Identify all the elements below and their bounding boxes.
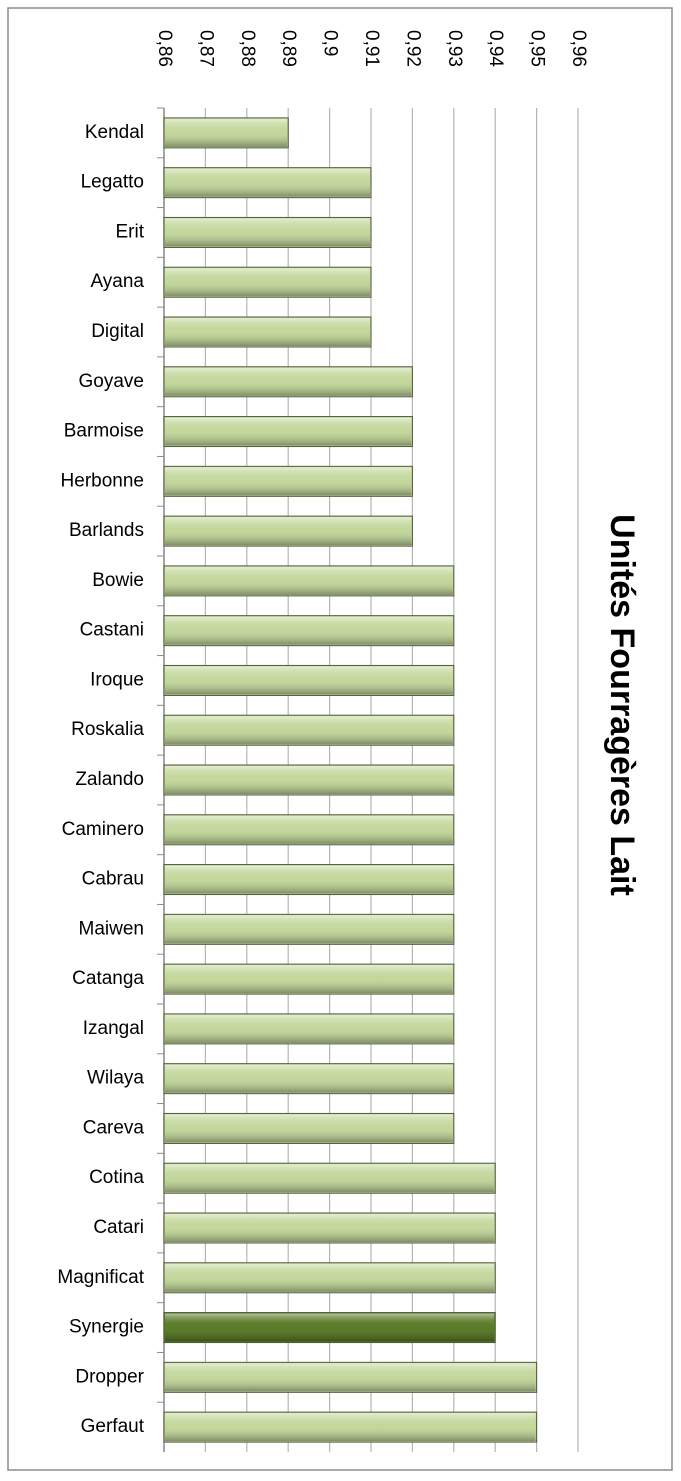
bar-shine	[165, 1014, 453, 1043]
bar-group	[163, 764, 455, 796]
y-tick-label: Digital	[91, 321, 144, 342]
y-tick-label: Erit	[116, 221, 145, 242]
bar-shine	[165, 1313, 495, 1342]
y-tick-label: Barmoise	[64, 421, 144, 442]
y-tick-label: Maiwen	[79, 918, 144, 939]
bar-shine	[165, 417, 412, 446]
x-tick-label: 0,87	[195, 30, 216, 67]
bar-group	[163, 266, 372, 298]
y-tick-label: Iroque	[90, 669, 144, 690]
bar-shine	[165, 915, 453, 944]
bar-group	[163, 1112, 455, 1144]
y-tick-label: Kendal	[85, 122, 144, 143]
bar-group	[163, 1262, 496, 1294]
x-tick-label: 0,94	[485, 30, 506, 67]
bar-shine	[165, 815, 453, 844]
y-tick-label: Ayana	[90, 271, 144, 292]
y-tick-label: Gerfaut	[81, 1416, 145, 1437]
bar-shine	[165, 616, 453, 645]
bar-shine	[165, 965, 453, 994]
bar-group	[163, 814, 455, 846]
bar-group	[163, 1361, 538, 1393]
bar-shine	[165, 566, 453, 595]
bar-shine	[165, 1413, 536, 1442]
bar-shine	[165, 865, 453, 894]
bar-group	[163, 117, 289, 149]
bar-group	[163, 864, 455, 896]
x-tick-label: 0,96	[568, 30, 589, 67]
y-tick-label: Izangal	[83, 1018, 144, 1039]
bar-group	[163, 167, 372, 199]
bar-shine	[165, 367, 412, 396]
bar-shine	[165, 1164, 495, 1193]
x-tick-label: 0,89	[278, 30, 299, 67]
bar-group	[163, 1063, 455, 1095]
y-tick-label: Caminero	[62, 819, 144, 840]
x-tick-label: 0,9	[320, 30, 341, 56]
y-tick-label: Wilaya	[87, 1068, 144, 1089]
bar-group	[163, 366, 413, 398]
bar-shine	[165, 118, 288, 147]
bar-shine	[165, 766, 453, 794]
bar-group	[163, 1013, 455, 1045]
y-tick-label: Catanga	[72, 968, 144, 989]
y-tick-label: Roskalia	[71, 719, 144, 740]
y-tick-label: Goyave	[79, 371, 144, 392]
bar-shine	[165, 666, 453, 695]
bar-shine	[165, 1064, 453, 1093]
bar-group	[163, 465, 413, 497]
y-tick-label: Dropper	[75, 1366, 144, 1387]
bar-shine	[165, 1263, 495, 1292]
bar-shine	[165, 168, 370, 197]
x-tick-label: 0,95	[527, 30, 548, 67]
bar-group	[163, 1212, 496, 1244]
y-tick-label: Careva	[83, 1117, 145, 1138]
x-tick-label: 0,86	[154, 30, 175, 67]
bar-shine	[165, 716, 453, 745]
y-tick-label: Herbonne	[61, 470, 144, 491]
y-tick-label: Synergie	[69, 1317, 144, 1338]
x-tick-label: 0,93	[444, 30, 465, 67]
y-tick-label: Cabrau	[82, 869, 144, 890]
bar-group	[163, 714, 455, 746]
bar-shine	[165, 467, 412, 496]
x-tick-label: 0,91	[361, 30, 382, 67]
y-tick-label: Bowie	[92, 570, 144, 591]
bar-group	[163, 1411, 538, 1443]
bar-group	[163, 615, 455, 647]
bar-shine	[165, 268, 370, 297]
bar-group	[163, 565, 455, 597]
y-tick-label: Catari	[93, 1217, 144, 1238]
bar-shine	[165, 318, 370, 346]
bar-shine	[165, 1363, 536, 1392]
bar-group	[163, 963, 455, 995]
y-tick-label: Legatto	[81, 172, 144, 193]
bar-shine	[165, 517, 412, 546]
y-tick-label: Magnificat	[57, 1267, 144, 1288]
x-tick-label: 0,88	[237, 30, 258, 67]
bar-group	[163, 316, 372, 348]
bar-shine	[165, 1214, 495, 1242]
y-tick-label: Castani	[80, 620, 144, 641]
bar-shine	[165, 1114, 453, 1143]
bar-group	[163, 416, 413, 448]
bar-group	[163, 1162, 496, 1194]
y-tick-label: Barlands	[69, 520, 144, 541]
bar-group	[163, 913, 455, 945]
bar-group	[163, 1312, 496, 1344]
bar-group	[163, 664, 455, 696]
bar-group	[163, 515, 413, 547]
bar-shine	[165, 218, 370, 247]
x-tick-label: 0,92	[402, 30, 423, 67]
y-tick-label: Cotina	[89, 1167, 144, 1188]
bar-group	[163, 216, 372, 248]
chart-title: Unités Fourragères Lait	[603, 514, 641, 896]
y-tick-label: Zalando	[75, 769, 144, 790]
